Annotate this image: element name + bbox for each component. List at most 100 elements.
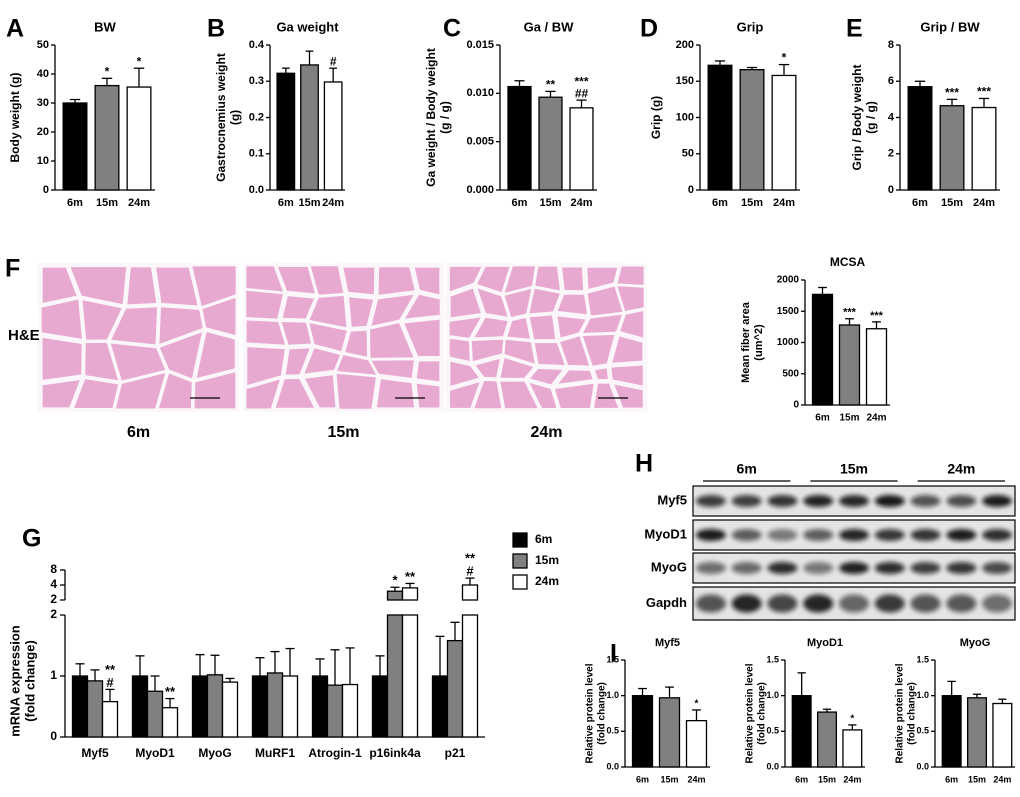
x-tick-label: 6m (912, 197, 928, 209)
y-tick-label: 4 (50, 577, 57, 591)
blot-band (874, 594, 905, 613)
blot-band (946, 594, 977, 613)
x-tick-label: Atrogin-1 (308, 746, 362, 760)
significance-label: * (695, 699, 699, 710)
bar (941, 695, 962, 768)
blot-band (767, 562, 798, 574)
x-tick-label: Myf5 (81, 746, 109, 760)
muscle-fiber (371, 373, 420, 413)
y-tick-label: 2 (50, 592, 57, 606)
blot-band (910, 594, 941, 613)
y-tick-label: 0 (43, 184, 49, 196)
x-tick-label: 24m (570, 197, 592, 209)
bar (569, 107, 594, 191)
x-tick-label: p16ink4a (369, 746, 421, 760)
y-tick-label: 1.0 (916, 690, 929, 700)
bar (300, 64, 319, 191)
x-tick-label: MyoD1 (135, 746, 175, 760)
bar (86, 680, 104, 738)
panel-letter: G (22, 525, 41, 553)
chart-title: Myf5 (655, 637, 680, 649)
y-tick-label: 50 (37, 39, 49, 51)
bar (71, 675, 89, 738)
y-axis-label: Grip (g) (649, 96, 663, 139)
y-tick-label: 0.5 (606, 726, 619, 736)
y-tick-label: 200 (676, 39, 694, 51)
x-tick-label: 6m (945, 774, 958, 784)
significance-label: * (782, 51, 787, 65)
blot-band (946, 562, 977, 574)
blot-band (803, 529, 834, 541)
significance-label: * (850, 714, 854, 725)
chart-title: Grip / BW (920, 19, 980, 34)
blot-band (731, 495, 762, 507)
y-axis-label: (um^2) (753, 324, 765, 361)
chart-title: Ga / BW (524, 19, 575, 34)
panel-letter: H (635, 450, 653, 478)
bar (507, 85, 532, 191)
bar (538, 96, 563, 191)
x-tick-label: 6m (67, 197, 83, 209)
blot-row-label: Gapdh (646, 595, 687, 610)
blot-row-label: MyoD1 (644, 526, 687, 541)
blot-band (982, 594, 1013, 613)
panel-letter: C (443, 15, 461, 43)
blot-band (874, 529, 905, 541)
y-tick-label: 0.3 (249, 75, 264, 87)
blot-row-label: MyoG (651, 559, 687, 574)
y-tick-label: 10 (37, 155, 49, 167)
y-tick-label: 0.0 (249, 184, 264, 196)
y-axis-label: (fold change) (597, 682, 608, 745)
significance-label: ** (546, 78, 556, 92)
y-tick-label: 1.5 (606, 654, 619, 664)
y-axis-label: (fold change) (757, 682, 768, 745)
histology-label: 15m (327, 424, 359, 441)
bar (739, 69, 765, 191)
chart-title: MyoD1 (807, 637, 843, 649)
blot-band (839, 495, 869, 507)
blot-band (874, 562, 905, 574)
bar (341, 683, 359, 738)
blot-band (803, 562, 834, 574)
x-tick-label: 24m (866, 413, 886, 424)
muscle-fiber (608, 379, 648, 413)
y-tick-label: 0.1 (249, 148, 264, 160)
blot-band (803, 495, 834, 507)
bar (461, 614, 479, 738)
x-tick-label: 15m (818, 774, 836, 784)
bar (631, 695, 654, 768)
significance-label: *** (843, 307, 857, 319)
bar-upper (461, 584, 479, 601)
significance-label: *** (945, 86, 959, 100)
x-tick-label: 15m (96, 197, 118, 209)
blot-band (695, 562, 726, 574)
y-axis-label: (g) (228, 110, 242, 125)
blot-band (982, 562, 1013, 574)
y-tick-label: 1.5 (916, 654, 929, 664)
blot-band (767, 594, 798, 613)
muscle-fiber (614, 263, 647, 288)
y-tick-label: 0.0 (606, 761, 619, 771)
y-axis-label: Relative protein level (745, 663, 756, 763)
panel-letter: D (640, 15, 658, 43)
y-tick-label: 0.005 (466, 136, 494, 148)
bar (206, 674, 224, 738)
x-tick-label: 15m (660, 774, 678, 784)
bar (371, 675, 389, 738)
bar (431, 675, 449, 738)
y-tick-label: 0.5 (916, 726, 929, 736)
group-label: 15m (840, 461, 868, 477)
significance-label: *** (574, 74, 588, 88)
x-tick-label: 15m (839, 413, 859, 424)
y-tick-label: 1.5 (766, 654, 779, 664)
y-tick-label: 0 (888, 184, 894, 196)
significance-label: ** (105, 662, 116, 677)
x-tick-label: 24m (128, 197, 150, 209)
bar (281, 675, 299, 738)
blot-band (695, 594, 726, 613)
y-tick-label: 1500 (777, 306, 800, 317)
blot-band (695, 495, 726, 507)
significance-label: *** (870, 310, 884, 322)
x-tick-label: 15m (298, 197, 320, 209)
significance-label: *** (977, 85, 991, 99)
